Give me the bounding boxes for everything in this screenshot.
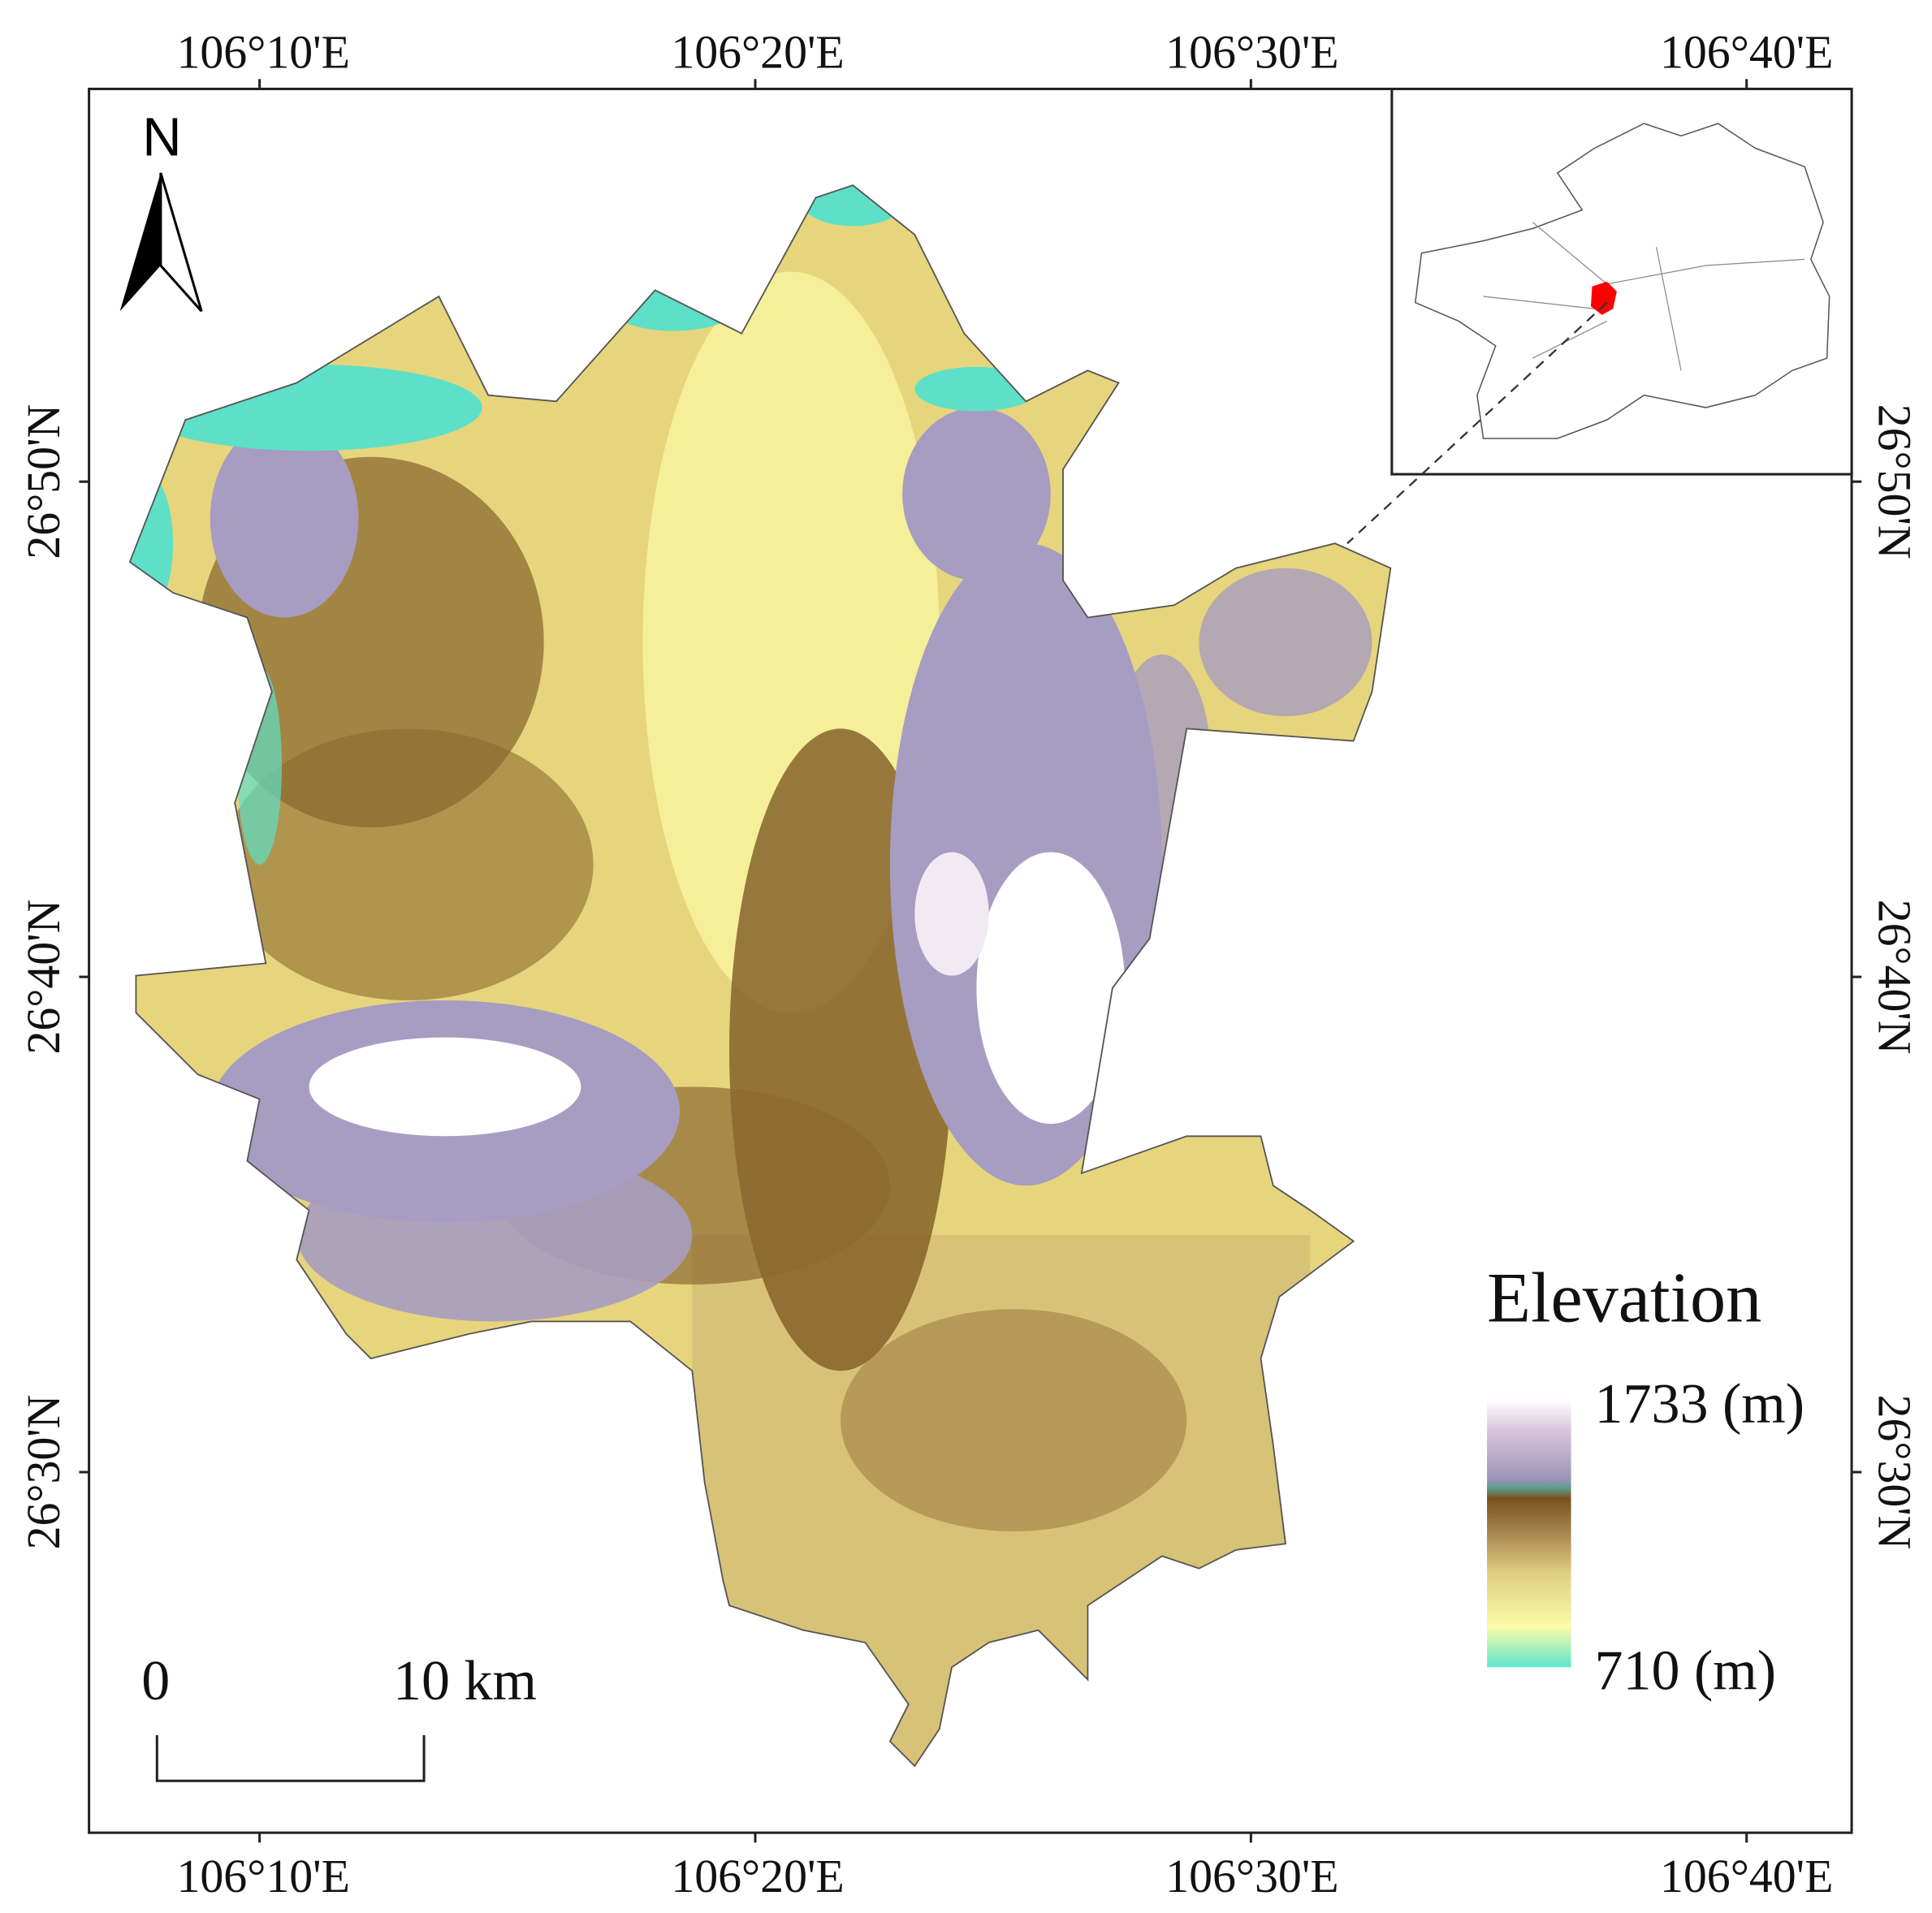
lon-label: 106°40'E <box>1660 1850 1833 1902</box>
elevation-raster <box>129 185 1391 1767</box>
study-area-marker <box>1590 281 1617 315</box>
legend-max: 1733 (m) <box>1594 1373 1804 1436</box>
north-label: N <box>142 107 181 168</box>
lon-label: 106°40'E <box>1660 26 1833 79</box>
frame-ticks <box>79 79 1862 1843</box>
scale-end: 10 km <box>393 1650 537 1712</box>
lat-label: 26°50'N <box>17 404 70 559</box>
province-outline <box>1414 123 1830 439</box>
map-frame <box>88 87 1853 1834</box>
lon-label: 106°30'E <box>1165 1850 1338 1902</box>
lat-label: 26°30'N <box>17 1395 70 1550</box>
leader-line <box>1346 301 1608 545</box>
north-arrow-right <box>159 172 203 313</box>
lat-label: 26°50'N <box>1869 404 1921 559</box>
north-arrow-left <box>119 172 161 312</box>
inset-boundaries <box>1483 222 1805 371</box>
lon-label: 106°30'E <box>1165 26 1338 79</box>
lon-label: 106°20'E <box>671 26 844 79</box>
lon-label: 106°10'E <box>176 26 349 79</box>
lat-label: 26°30'N <box>1869 1395 1921 1550</box>
legend-gradient <box>1487 1399 1571 1668</box>
lat-label: 26°40'N <box>17 900 70 1055</box>
lat-label: 26°40'N <box>1869 900 1921 1055</box>
scale-start: 0 <box>141 1650 170 1712</box>
legend-title: Elevation <box>1487 1258 1761 1337</box>
scale-bar <box>155 1734 426 1782</box>
lon-label: 106°20'E <box>671 1850 844 1902</box>
legend-min: 710 (m) <box>1594 1640 1776 1703</box>
lon-label: 106°10'E <box>176 1850 349 1902</box>
